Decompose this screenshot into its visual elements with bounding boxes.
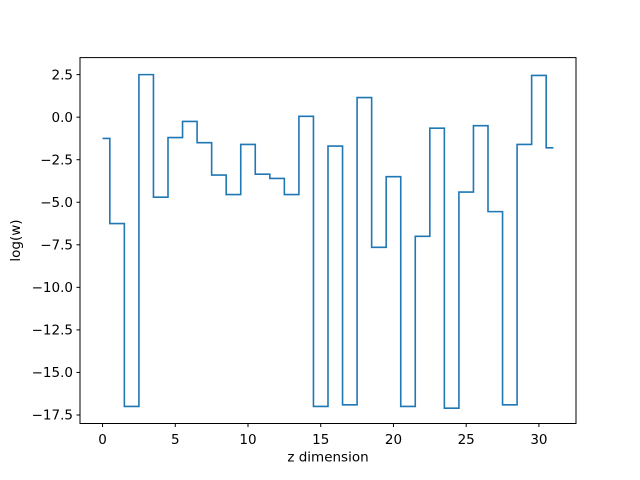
y-tick-label: 0.0: [52, 110, 73, 126]
y-ticks: 2.5 0.0 −2.5 −5.0 −7.5 −10.0 −12.5 −15.0 −17.5: [32, 67, 80, 424]
y-tick-label: −17.5: [32, 408, 73, 424]
y-axis-label: log(w): [8, 219, 24, 261]
y-tick-label: −5.0: [40, 195, 73, 211]
y-tick-label: −2.5: [40, 152, 73, 168]
axes-border: [79, 57, 577, 424]
x-tick-label: 5: [171, 432, 180, 448]
x-axis-label: z dimension: [287, 450, 368, 466]
x-tick-label: 0: [98, 432, 107, 448]
x-tick-label: 20: [385, 432, 402, 448]
y-tick-label: −12.5: [32, 323, 73, 339]
x-tick-label: 15: [312, 432, 329, 448]
x-tick-label: 25: [458, 432, 475, 448]
x-tick-label: 10: [239, 432, 256, 448]
y-tick-label: −15.0: [32, 365, 73, 381]
step-line-series: [102, 73, 554, 409]
x-ticks: 0 5 10 15 20 25 30: [98, 423, 548, 448]
y-tick-label: −10.0: [32, 280, 73, 296]
y-tick-label: −7.5: [40, 238, 73, 254]
x-tick-label: 30: [530, 432, 547, 448]
y-tick-label: 2.5: [52, 67, 73, 83]
